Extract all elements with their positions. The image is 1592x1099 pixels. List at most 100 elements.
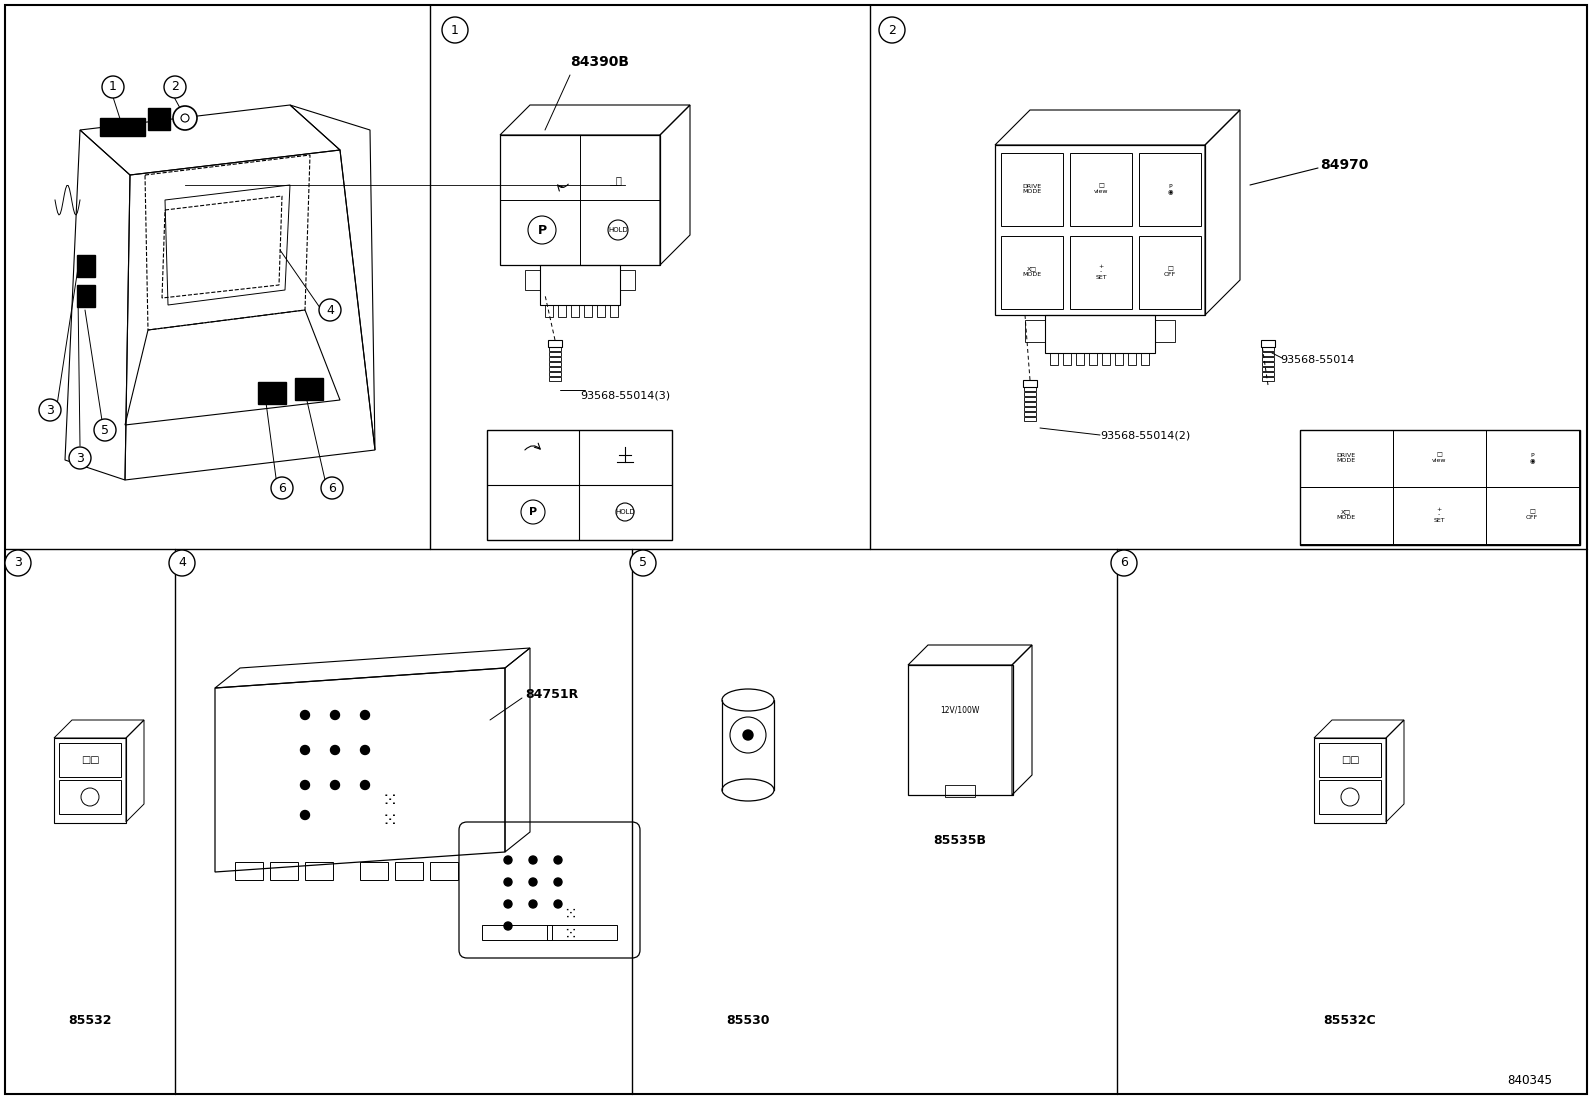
Bar [549,371,560,376]
Circle shape [505,856,513,864]
Text: P
◉: P ◉ [1530,453,1535,464]
Circle shape [331,745,339,755]
Circle shape [169,550,194,576]
Bar [271,862,298,880]
Bar [482,925,552,940]
Text: 4: 4 [178,556,186,569]
Circle shape [301,745,309,755]
Text: X□
MODE: X□ MODE [1336,510,1355,521]
Text: HOLD: HOLD [615,509,635,515]
Text: P
◉: P ◉ [1167,184,1173,195]
Circle shape [301,710,309,720]
Bar [1301,430,1579,545]
Bar [946,785,974,797]
Bar [1393,487,1485,544]
Text: DRIVE
MODE: DRIVE MODE [1022,184,1041,195]
Bar [1024,380,1036,387]
Bar [1070,236,1132,309]
Bar [1393,430,1485,487]
Bar [907,665,1013,795]
Bar [430,862,458,880]
Circle shape [68,447,91,469]
Bar [1262,347,1274,351]
Circle shape [505,878,513,886]
Text: 1: 1 [451,23,458,36]
Text: 84390B: 84390B [570,55,629,69]
Bar [1320,780,1380,814]
Text: □□: □□ [1340,755,1360,765]
Text: 6: 6 [1121,556,1129,569]
Circle shape [301,780,309,789]
Bar [549,352,560,356]
Bar [1262,371,1274,376]
Text: 6: 6 [279,481,287,495]
Bar [544,306,552,317]
Text: P: P [538,223,546,236]
Bar [1024,387,1036,391]
Bar [1156,320,1175,342]
Bar [487,430,672,540]
Bar [236,862,263,880]
Bar [549,357,560,360]
Text: P: P [529,507,537,517]
Bar [1320,743,1380,777]
Text: 4: 4 [326,303,334,317]
Bar [1262,367,1274,371]
Text: 5: 5 [638,556,646,569]
Text: X□
MODE: X□ MODE [1022,267,1041,277]
Bar [1129,353,1137,365]
Bar [1070,153,1132,226]
Bar [995,145,1205,315]
Circle shape [743,730,753,740]
Bar [525,270,540,290]
Bar [1301,430,1393,487]
Bar [1024,397,1036,401]
Bar [1089,353,1097,365]
Text: □
view: □ view [1094,184,1108,195]
Bar [395,862,423,880]
Text: □□: □□ [81,755,99,765]
Circle shape [443,16,468,43]
Bar [1044,315,1156,353]
Bar [610,306,618,317]
Circle shape [318,299,341,321]
Circle shape [529,900,537,908]
Circle shape [38,399,60,421]
Bar [1001,153,1063,226]
Text: 12V/100W: 12V/100W [941,706,979,714]
Bar [1262,352,1274,356]
Circle shape [5,550,30,576]
Bar [306,862,333,880]
Bar [59,780,121,814]
Circle shape [174,106,197,130]
Bar [1262,362,1274,366]
Bar [549,362,560,366]
Circle shape [1111,550,1137,576]
Circle shape [529,878,537,886]
Text: 85532C: 85532C [1323,1013,1377,1026]
Bar [1141,353,1149,365]
Text: □
OFF: □ OFF [1164,267,1176,277]
Bar [584,306,592,317]
Circle shape [271,477,293,499]
Text: ⁙: ⁙ [382,790,398,810]
Bar [54,739,126,823]
Text: 2: 2 [888,23,896,36]
Bar [1261,340,1275,347]
Bar [1024,412,1036,417]
Bar [500,135,661,265]
Bar [549,367,560,371]
Circle shape [505,922,513,930]
Text: HOLD: HOLD [608,227,627,233]
Text: 3: 3 [46,403,54,417]
Bar [572,306,579,317]
Circle shape [331,780,339,789]
Text: 85532: 85532 [68,1013,111,1026]
Text: 85530: 85530 [726,1013,771,1026]
Bar [619,270,635,290]
Bar [548,925,618,940]
Bar [1024,392,1036,396]
Bar [1001,236,1063,309]
Text: ⛔: ⛔ [615,175,621,185]
Text: 6: 6 [328,481,336,495]
